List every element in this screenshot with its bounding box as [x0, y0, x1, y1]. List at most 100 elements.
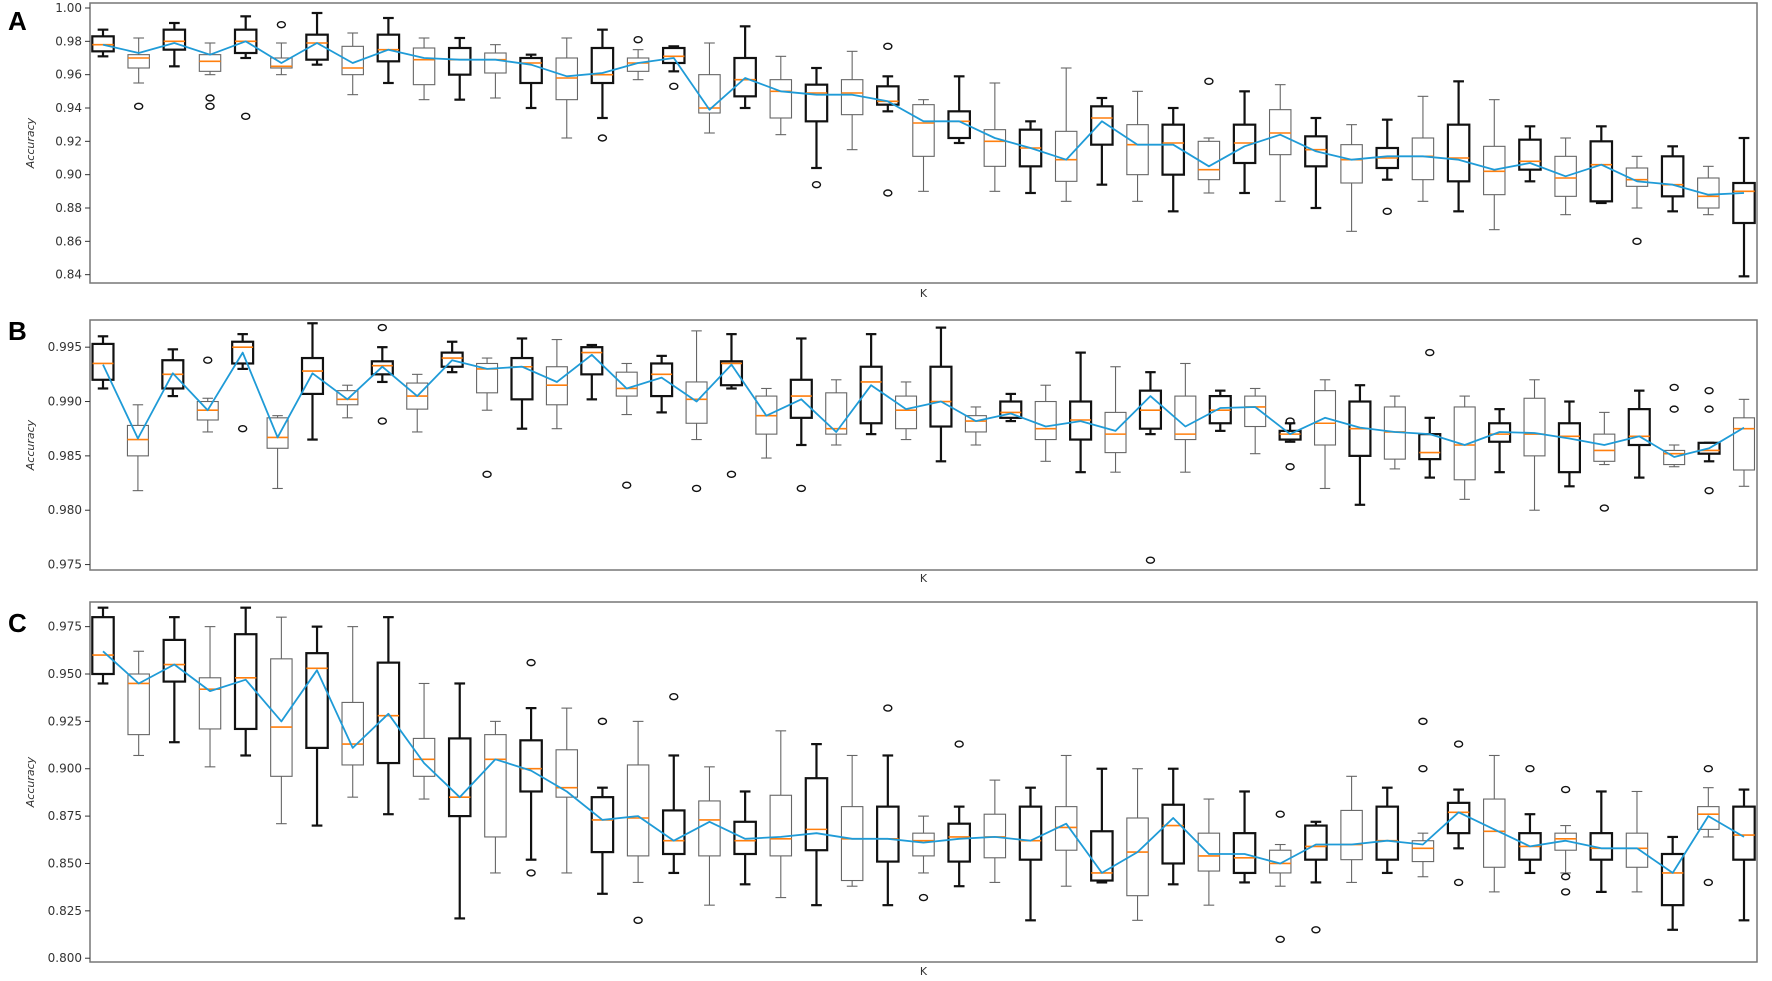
box-plot: [859, 333, 883, 436]
iqr-box: [912, 832, 935, 857]
iqr-box: [1232, 123, 1257, 165]
iqr-box: [1411, 840, 1435, 863]
box-plot: [650, 354, 674, 414]
iqr-box: [555, 749, 579, 798]
iqr-box: [1593, 433, 1616, 462]
iqr-box: [804, 83, 829, 123]
box-plot: [1268, 810, 1292, 943]
iqr-box: [964, 415, 987, 433]
box-plot: [412, 37, 436, 101]
outlier-point: [205, 94, 215, 102]
outlier-point: [133, 102, 144, 111]
x-axis-label: K: [920, 572, 928, 585]
x-axis-label: K: [920, 965, 928, 978]
iqr-box: [590, 796, 615, 854]
box-plot: [476, 357, 499, 479]
box-plot: [1161, 767, 1186, 886]
iqr-box: [1411, 137, 1435, 181]
iqr-box: [1589, 140, 1614, 203]
outlier-point: [597, 717, 608, 726]
iqr-box: [447, 737, 472, 818]
box-plot: [825, 379, 848, 446]
iqr-box: [615, 371, 638, 397]
box-plot: [1161, 106, 1186, 213]
iqr-box: [983, 813, 1007, 859]
outlier-point: [1275, 810, 1285, 818]
box-plot: [1589, 125, 1614, 205]
box-plot: [1232, 790, 1257, 884]
y-tick-label: 0.96: [55, 68, 82, 82]
box-plot: [1697, 765, 1720, 887]
y-tick-label: 0.900: [48, 762, 82, 776]
outlier-point: [1311, 926, 1321, 934]
iqr-box: [198, 54, 222, 72]
iqr-box: [698, 800, 721, 857]
iqr-box: [1660, 155, 1685, 198]
iqr-box: [447, 46, 472, 76]
box-plot: [266, 415, 289, 490]
box-plot: [1483, 754, 1506, 893]
iqr-box: [661, 809, 686, 856]
y-tick-label: 0.975: [48, 558, 82, 572]
box-plot: [733, 25, 757, 110]
box-plot: [1034, 384, 1057, 462]
y-tick-label: 0.92: [55, 134, 82, 148]
iqr-box: [1375, 805, 1400, 861]
box-plot: [947, 740, 971, 888]
outlier-point: [1703, 765, 1714, 773]
box-plot: [1627, 389, 1651, 479]
iqr-box: [840, 79, 864, 116]
box-plot: [127, 650, 150, 757]
box-plot: [1197, 77, 1221, 194]
box-plot: [484, 720, 507, 874]
box-plot: [895, 381, 918, 441]
box-plot: [555, 37, 579, 139]
outlier-point: [205, 102, 215, 111]
box-plot: [412, 682, 436, 800]
outlier-point: [377, 417, 388, 425]
iqr-box: [1232, 832, 1257, 875]
iqr-box: [1304, 824, 1328, 861]
iqr-box: [1557, 422, 1581, 474]
box-plot: [1375, 118, 1400, 216]
outlier-point: [1425, 348, 1435, 357]
panel-b: B 0.975 0.980 0.985 0.990 0.995 Accuracy K: [8, 316, 1758, 585]
outlier-point: [597, 134, 608, 142]
iqr-box: [947, 110, 971, 140]
box-plot: [510, 337, 534, 430]
box-plot: [1660, 835, 1685, 931]
box-plot: [231, 333, 255, 433]
outlier-point: [1560, 888, 1571, 896]
box-plot: [336, 384, 359, 419]
iqr-box: [769, 79, 793, 119]
panel-letter: B: [8, 316, 27, 346]
box-plot: [1232, 90, 1257, 195]
iqr-box: [626, 764, 650, 857]
box-plot: [162, 616, 187, 744]
iqr-box: [1732, 417, 1756, 471]
box-plot: [1126, 768, 1149, 921]
box-plot: [126, 404, 149, 492]
box-plot: [769, 55, 793, 136]
iqr-box: [91, 616, 115, 676]
box-plot: [1126, 90, 1149, 202]
iqr-box: [376, 33, 401, 63]
box-plot: [91, 28, 115, 58]
box-plot: [1054, 754, 1078, 887]
y-tick-label: 0.86: [55, 234, 82, 248]
box-plot: [545, 339, 568, 430]
iqr-box: [1697, 806, 1720, 830]
iqr-box: [1197, 832, 1221, 872]
box-plot: [1446, 740, 1471, 887]
outlier-point: [883, 704, 893, 712]
outlier-point: [1453, 878, 1464, 887]
iqr-box: [1340, 809, 1363, 861]
iqr-box: [947, 822, 971, 863]
y-tick-label: 0.850: [48, 856, 82, 870]
y-tick-label: 0.94: [55, 101, 82, 115]
outlier-point: [954, 740, 964, 748]
iqr-box: [1161, 803, 1186, 865]
box-plot: [447, 36, 472, 101]
mean-series-line: [102, 351, 1745, 458]
iqr-box: [162, 638, 187, 683]
